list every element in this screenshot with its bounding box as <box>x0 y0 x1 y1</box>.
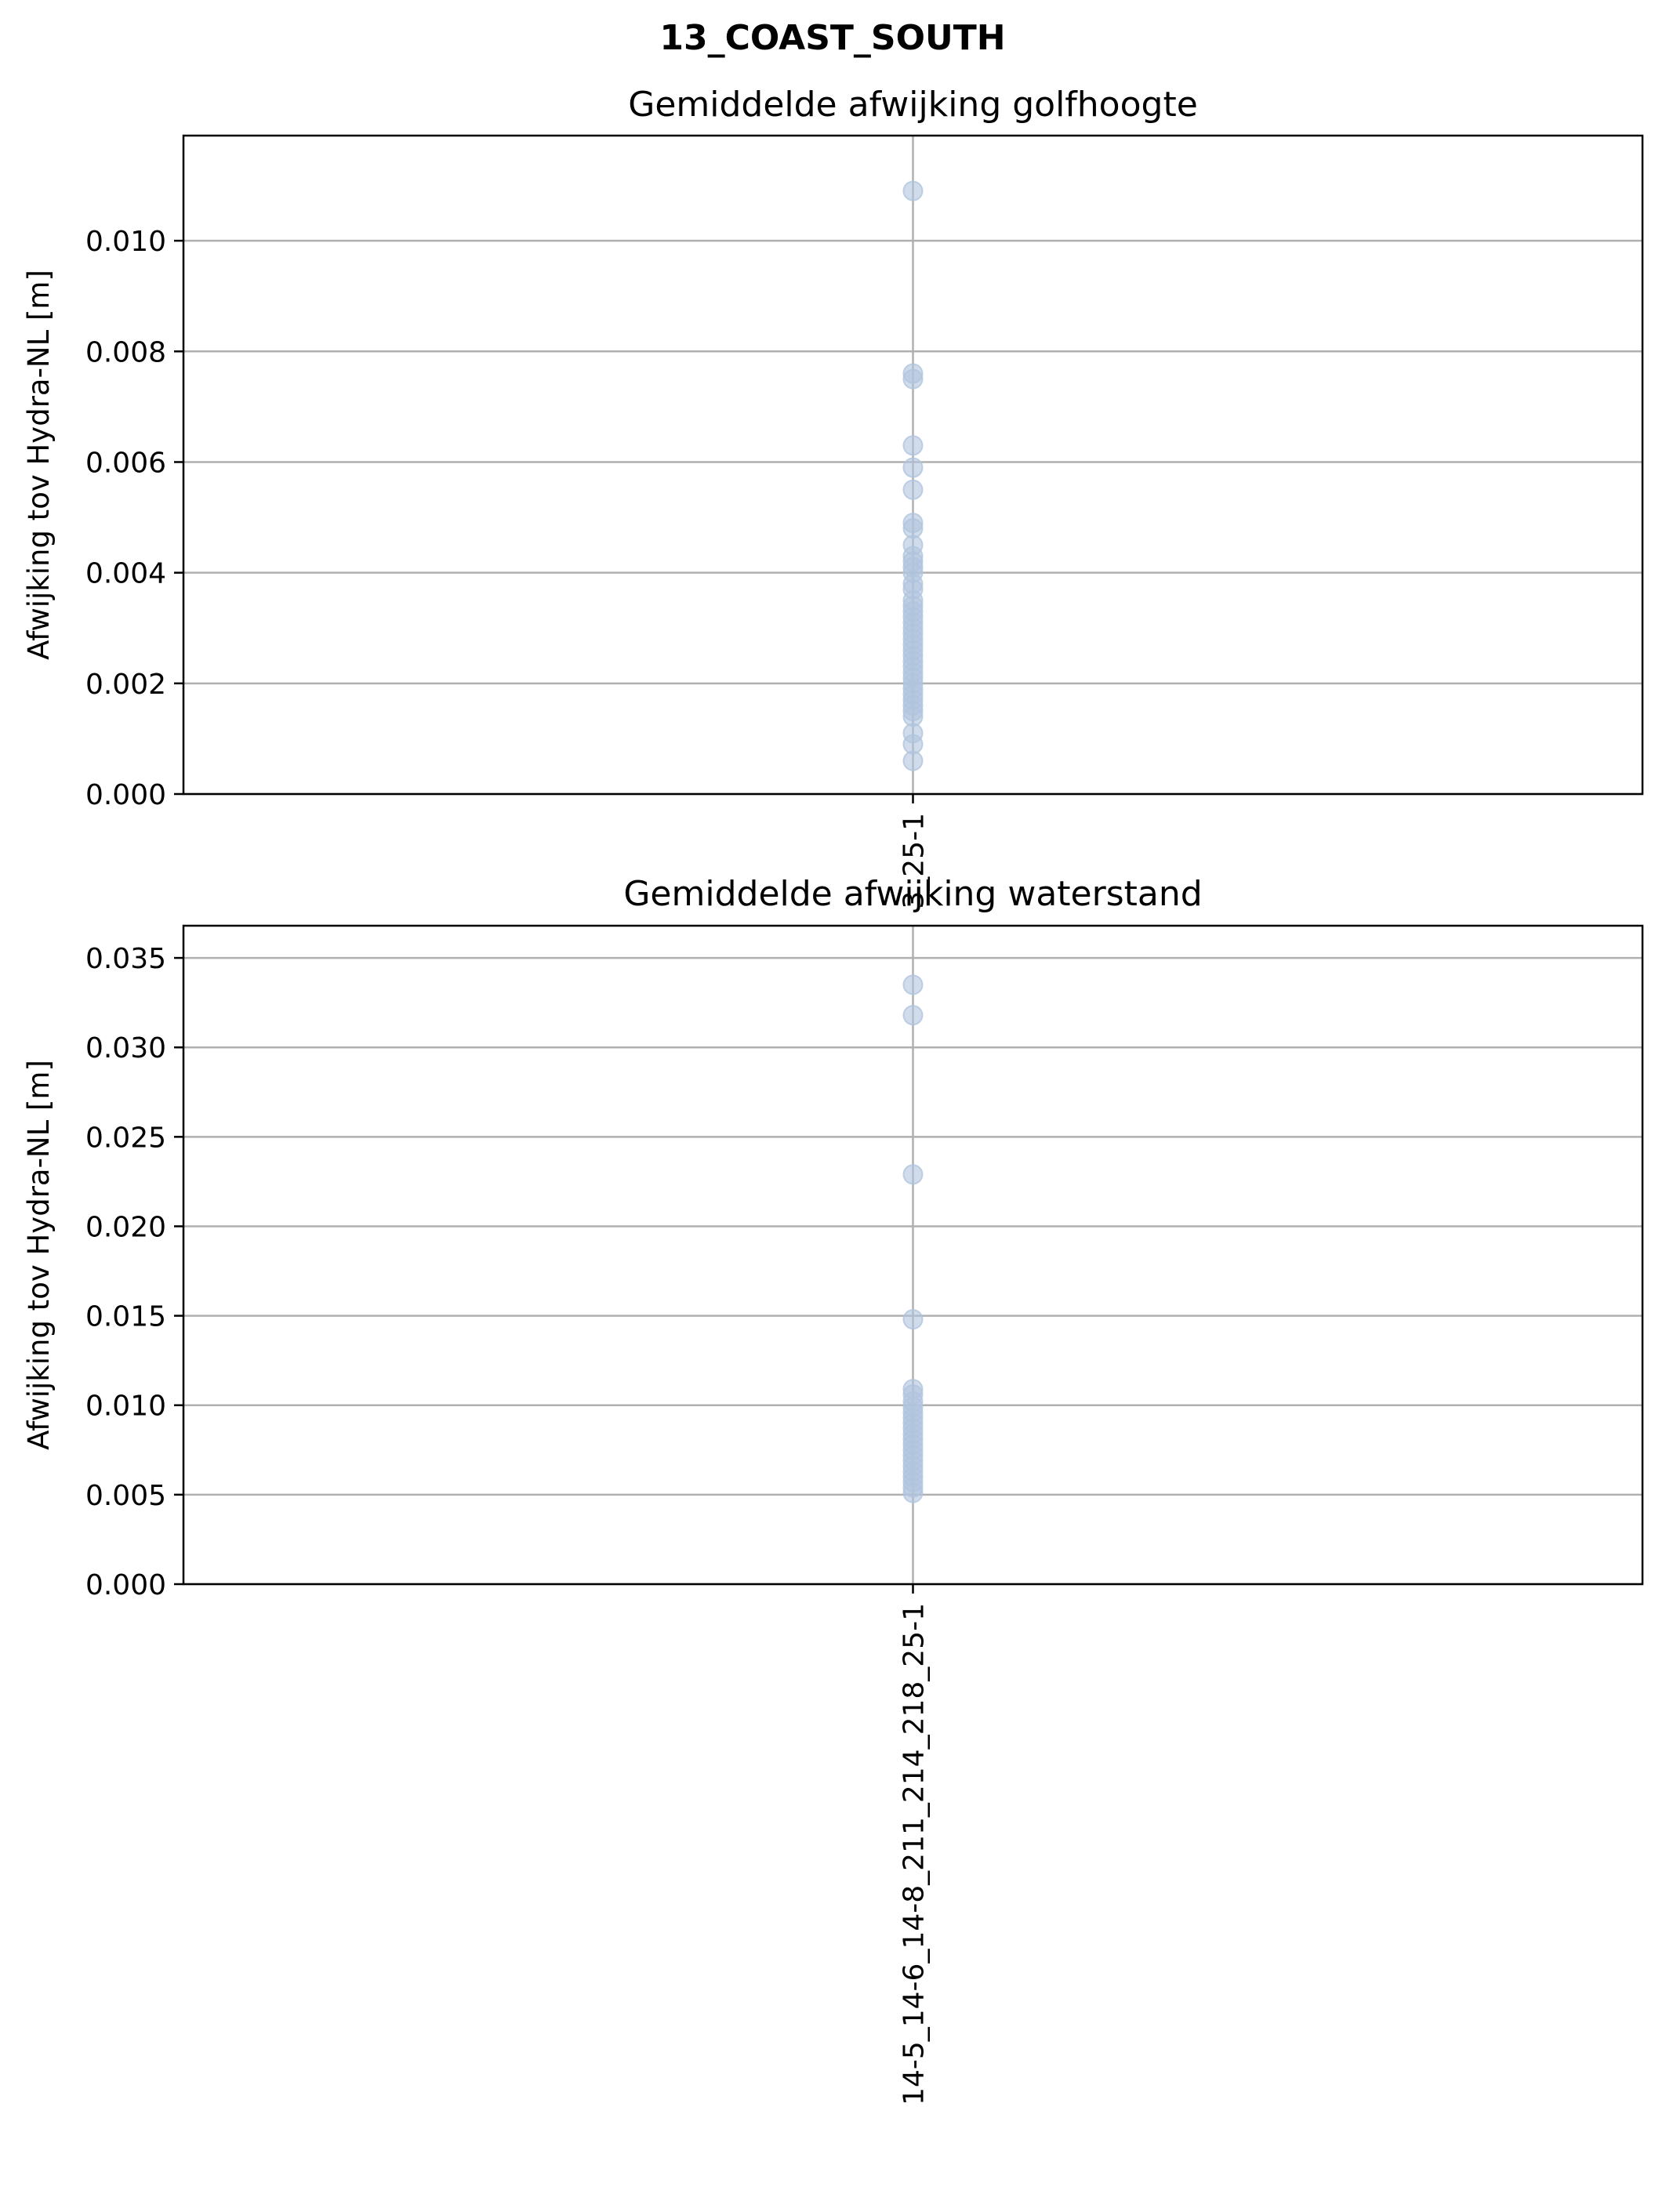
y-tick-label: 0.015 <box>85 1301 166 1333</box>
y-tick-label: 0.030 <box>85 1032 166 1064</box>
y-tick-label: 0.000 <box>85 779 166 811</box>
chart-title: Gemiddelde afwijking golfhoogte <box>628 85 1198 125</box>
data-point <box>902 1309 924 1330</box>
y-tick-label: 0.010 <box>85 1391 166 1423</box>
data-point <box>902 750 924 771</box>
y-tick-label: 0.004 <box>85 558 166 590</box>
y-tick-label: 0.006 <box>85 447 166 479</box>
chart-2: Gemiddelde afwijking waterstand 0.000 0.00… <box>22 874 1644 2105</box>
y-axis-label: Afwijking tov Hydra-NL [m] <box>22 1060 56 1450</box>
y-tick-label: 0.008 <box>85 336 166 368</box>
y-tick-label: 0.035 <box>85 943 166 975</box>
y-tick-label: 0.005 <box>85 1480 166 1512</box>
data-point <box>902 1164 924 1185</box>
y-tick-label: 0.025 <box>85 1122 166 1154</box>
y-tick-label: 0.010 <box>85 226 166 258</box>
data-point <box>902 1005 924 1026</box>
data-point <box>902 1482 924 1503</box>
data-point <box>902 457 924 478</box>
x-tick-label: 3_25-1 <box>898 813 931 909</box>
data-point <box>902 479 924 500</box>
y-tick-label: 0.000 <box>85 1569 166 1601</box>
x-tick-label: 14-5_14-6_14-8_211_214_218_25-1 <box>898 1603 931 2105</box>
chart-1: Gemiddelde afwijking golfhoogte 0.000 0.00… <box>22 85 1644 909</box>
charts-container: Gemiddelde afwijking golfhoogte 0.000 0.00… <box>22 85 1644 2105</box>
y-tick-label: 0.020 <box>85 1211 166 1243</box>
figure-suptitle: 13_COAST_SOUTH <box>659 18 1005 58</box>
y-tick-label: 0.002 <box>85 669 166 701</box>
data-point <box>902 435 924 456</box>
data-point <box>902 180 924 201</box>
y-axis-label: Afwijking tov Hydra-NL [m] <box>22 270 56 660</box>
data-point <box>902 368 924 390</box>
data-point <box>902 974 924 995</box>
chart-title: Gemiddelde afwijking waterstand <box>623 874 1202 914</box>
